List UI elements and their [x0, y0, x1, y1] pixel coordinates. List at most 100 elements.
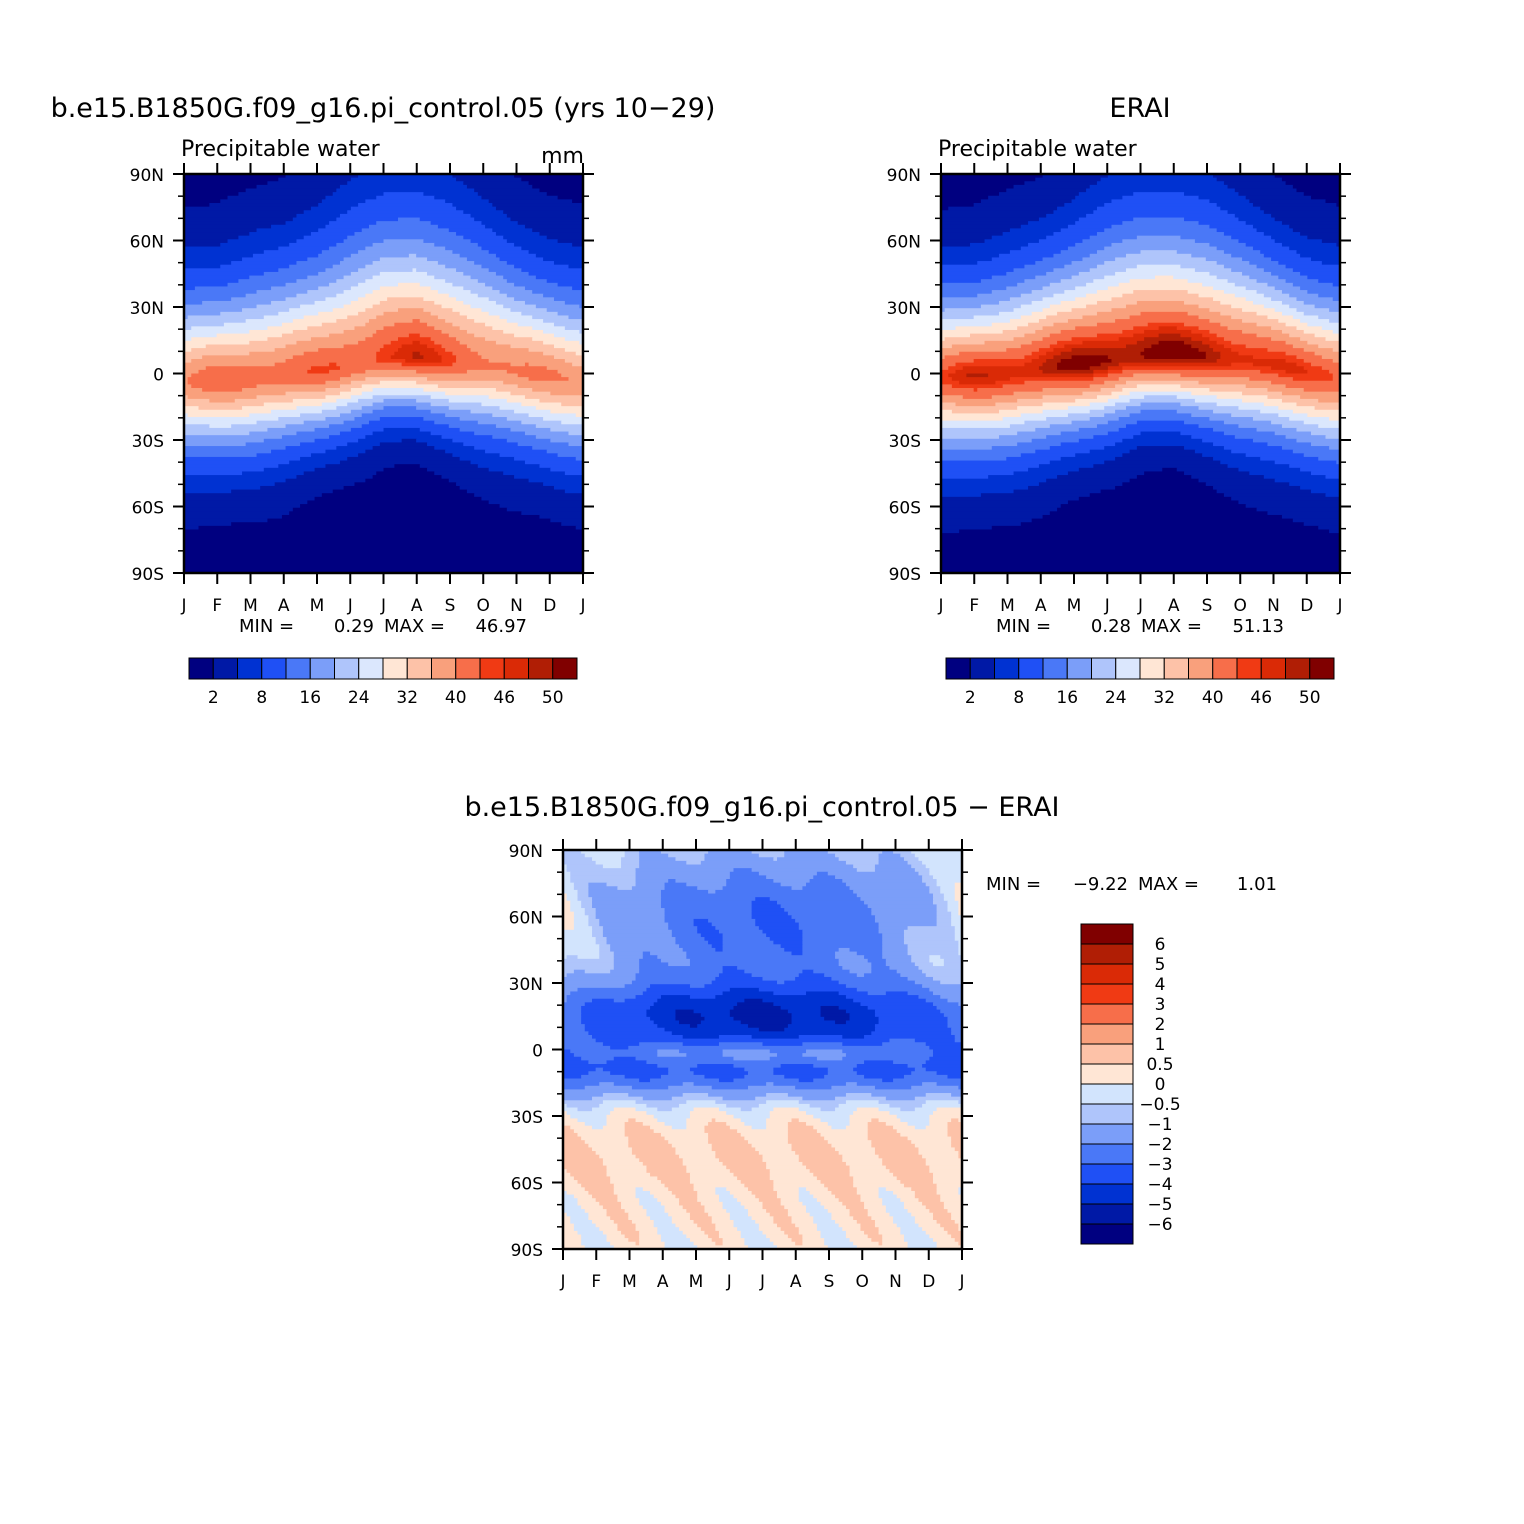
panel-model-contour-cell [343, 420, 370, 425]
panel-obs-contour-cell [1078, 217, 1134, 222]
panel-diff-contour-cell [751, 1216, 774, 1221]
panel-diff-contour-cell [631, 980, 713, 985]
panel-diff-contour-cell [642, 1122, 666, 1127]
panel-model-contour-cell [184, 351, 250, 356]
panel-obs-contour-cell [1046, 213, 1087, 219]
panel-obs-contour-cell [1104, 246, 1218, 251]
panel-diff-contour-cell [900, 1227, 923, 1232]
panel-model-contour-cell [184, 358, 192, 364]
panel-model-contour-cell [347, 315, 377, 320]
panel-model-contour-cell [184, 290, 258, 295]
panel-diff-contour-cell [686, 1118, 713, 1123]
panel-model-contour-cell [347, 442, 381, 447]
panel-diff-contour-cell [708, 1132, 742, 1138]
panel-obs-contour-cell [1013, 268, 1055, 273]
panel-model-contour-cell [336, 188, 475, 193]
panel-model-contour-cell [339, 460, 472, 465]
panel-obs-colorbar: 2 8 16 24 32 40 46 50 [945, 657, 1335, 708]
panel-obs-contour-cell [1115, 485, 1214, 491]
panel-diff-contour-cell [563, 1136, 582, 1141]
panel-model-contour-cell [474, 319, 508, 324]
panel-diff-colorbar-label: 3 [1155, 995, 1166, 1015]
panel-model-contour-cell [434, 326, 461, 331]
panel-obs-contour-cell [1216, 261, 1250, 266]
panel-diff-contour-cell [563, 1143, 589, 1149]
panel-diff-contour-cell [773, 940, 803, 945]
panel-obs-contour-cell [1060, 351, 1142, 356]
panel-diff-contour-cell [693, 1107, 720, 1112]
panel-model-contour-cell [481, 355, 555, 360]
panel-model-contour-cell [184, 264, 221, 269]
panel-obs-contour-cell [962, 395, 993, 400]
panel-model-contour-cell [427, 344, 443, 349]
panel-model-contour-cell [445, 391, 512, 396]
panel-diff-contour-cell [718, 1198, 738, 1203]
panel-diff-contour-cell [733, 1172, 771, 1178]
panel-diff-contour-cell [646, 1013, 677, 1018]
panel-model-contour-cell [528, 181, 584, 186]
panel-model-contour-cell [361, 228, 450, 233]
panel-model-contour-cell [416, 406, 450, 411]
panel-diff-contour-cell [816, 1227, 843, 1232]
panel-model-contour-cell [184, 340, 250, 346]
panel-diff-contour-cell [606, 1212, 629, 1217]
panel-diff-contour-cell [563, 1190, 568, 1196]
panel-obs-contour-cell [1245, 286, 1276, 291]
panel-model-contour-cell [329, 435, 366, 440]
panel-diff-contour-cell [755, 922, 800, 927]
panel-obs-contour-cell [1107, 355, 1145, 360]
panel-model-contour-cell [383, 467, 428, 473]
panel-obs-contour-cell [973, 203, 1065, 208]
panel-diff-contour-cell [563, 900, 571, 906]
panel-obs-contour-cell [941, 529, 960, 534]
panel-diff-contour-cell [570, 900, 582, 906]
panel-diff-contour-cell [577, 1132, 626, 1138]
panel-diff-contour-cell [639, 1158, 684, 1163]
panel-diff-contour-cell [726, 879, 774, 884]
panel-obs-contour-cell [1180, 264, 1225, 269]
panel-obs-contour-cell [1325, 199, 1341, 204]
panel-model-contour-cell [234, 398, 294, 404]
panel-diff-colorbar-swatch [1080, 1003, 1134, 1025]
panel-diff-contour-cell [664, 1183, 695, 1188]
panel-diff-colorbar-label: −3 [1147, 1155, 1172, 1175]
panel-diff-contour-cell [624, 1125, 651, 1130]
panel-diff-contour-cell [563, 947, 600, 953]
panel-diff-contour-cell [704, 1205, 724, 1210]
panel-obs-contour-cell [1227, 184, 1294, 190]
panel-obs-x-tick-label: J [1336, 596, 1342, 616]
panel-diff-contour-cell [827, 850, 883, 855]
panel-model-contour-cell [325, 195, 377, 200]
panel-obs-contour-cell [1038, 464, 1094, 469]
panel-diff-contour-cell [813, 1114, 851, 1120]
panel-obs-contour-cell [1024, 181, 1098, 186]
panel-obs-contour-cell [941, 362, 957, 367]
panel-diff-contour-cell [657, 1227, 680, 1232]
panel-diff-contour-cell [932, 1172, 963, 1178]
panel-diff-contour-cell [722, 1205, 745, 1210]
panel-diff-contour-cell [588, 882, 608, 887]
panel-obs-contour-cell [1006, 348, 1040, 353]
panel-diff-contour-cell [686, 1100, 716, 1105]
panel-diff-contour-cell [824, 1136, 869, 1141]
panel-model-contour-cell [184, 540, 584, 545]
panel-diff-contour-cell [563, 1074, 582, 1080]
panel-model-contour-cell [546, 308, 584, 313]
panel-diff-contour-cell [617, 1223, 637, 1228]
panel-diff-contour-cell [657, 955, 687, 960]
panel-diff-contour-cell [947, 1209, 963, 1214]
panel-model-contour-cell [184, 369, 200, 375]
panel-obs-contour-cell [999, 409, 1044, 414]
panel-obs-contour-cell [1086, 188, 1236, 193]
panel-model-contour-cell [184, 475, 298, 480]
panel-obs-contour-cell [1115, 257, 1207, 262]
panel-model-contour-cell [184, 435, 283, 440]
panel-model-contour-cell [463, 271, 497, 277]
panel-model-contour-cell [452, 453, 501, 458]
panel-diff-contour-cell [718, 1042, 764, 1047]
panel-diff-contour-cell [795, 1085, 833, 1090]
panel-obs-contour-cell [1310, 442, 1341, 447]
panel-diff-contour-cell [769, 1212, 789, 1217]
panel-obs-contour-cell [1057, 362, 1102, 367]
panel-obs-y-tick-label: 0 [910, 366, 921, 386]
